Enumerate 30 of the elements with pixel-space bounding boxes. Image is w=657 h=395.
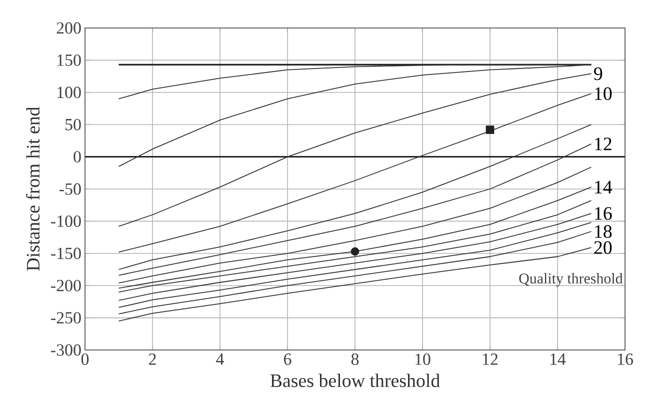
y-tick-label: -100 <box>51 215 81 227</box>
x-tick-label: 4 <box>216 354 224 365</box>
series-label: 12 <box>595 138 612 150</box>
series-label: 20 <box>594 241 612 254</box>
y-tick-label: 50 <box>66 118 81 130</box>
y-tick-label: 0 <box>74 151 81 163</box>
series-label: 18 <box>595 225 612 238</box>
y-axis-title: Distance from hit end <box>26 106 40 271</box>
x-tick-label: 2 <box>149 354 156 365</box>
y-tick-label: 150 <box>58 54 81 66</box>
x-tick-label: 6 <box>284 354 292 365</box>
x-tick-label: 12 <box>483 354 498 365</box>
y-tick-label: -250 <box>51 312 81 324</box>
x-tick-label: 10 <box>416 354 430 365</box>
y-tick-label: -150 <box>51 248 81 260</box>
series-label: 9 <box>594 67 602 80</box>
series-label: 10 <box>595 87 612 100</box>
y-tick-label: -50 <box>60 183 81 195</box>
x-axis-title: Bases below threshold <box>270 374 440 388</box>
x-tick-label: 16 <box>618 354 633 365</box>
y-tick-label: -200 <box>51 280 81 292</box>
y-tick-label: 100 <box>58 86 81 98</box>
series-label: 14 <box>595 180 612 194</box>
x-tick-label: 14 <box>550 354 566 365</box>
y-tick-label: -300 <box>51 344 81 356</box>
series-label: 16 <box>595 207 612 220</box>
annotation: Quality threshold <box>519 273 623 287</box>
y-tick-label: 200 <box>56 22 81 34</box>
x-tick-label: 0 <box>81 354 89 365</box>
x-tick-label: 8 <box>351 354 359 365</box>
